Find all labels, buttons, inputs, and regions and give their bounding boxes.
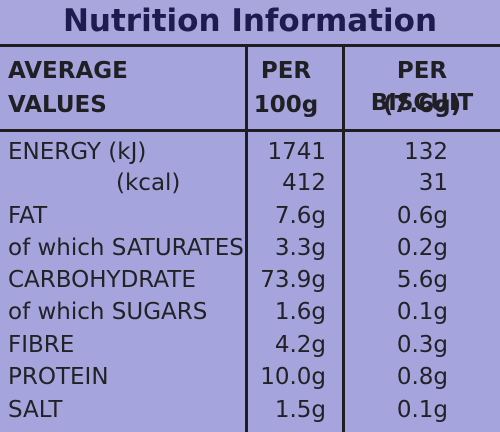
nutrient-label: (kcal) <box>116 170 181 196</box>
table-row: CARBOHYDRATE 73.9g 5.6g <box>0 265 500 296</box>
nutrition-table: AVERAGE VALUES PER 100g PER BISCUIT (7.6… <box>0 47 500 432</box>
per-biscuit-value: 0.1g <box>396 299 448 325</box>
per-biscuit-value: 0.3g <box>396 332 448 358</box>
table-row: ENERGY (kJ) 1741 132 <box>0 137 500 168</box>
per-biscuit-value: 0.8g <box>396 364 448 390</box>
nutrient-label: of which SATURATES <box>8 235 244 261</box>
table-row: (kcal) 412 31 <box>0 168 500 199</box>
table-row: SALT 1.5g 0.1g <box>0 395 500 426</box>
per-100g-value: 412 <box>282 170 326 196</box>
nutrient-label: FIBRE <box>8 332 75 358</box>
table-row: of which SATURATES 3.3g 0.2g <box>0 233 500 264</box>
per-biscuit-value: 132 <box>404 139 448 165</box>
per-biscuit-value: 5.6g <box>396 267 448 293</box>
per-100g-value: 1741 <box>267 139 326 165</box>
per-100g-value: 1.5g <box>274 397 326 423</box>
header-average: AVERAGE <box>8 58 128 84</box>
header-100g: 100g <box>253 92 319 118</box>
table-row: FIBRE 4.2g 0.3g <box>0 330 500 361</box>
per-100g-value: 4.2g <box>274 332 326 358</box>
table-row: PROTEIN 10.0g 0.8g <box>0 362 500 393</box>
column-divider-1 <box>245 47 248 432</box>
nutrient-label: SALT <box>8 397 63 423</box>
per-100g-value: 73.9g <box>260 267 326 293</box>
nutrient-label: CARBOHYDRATE <box>8 267 196 293</box>
header-divider <box>0 129 500 132</box>
per-biscuit-value: 0.1g <box>396 397 448 423</box>
per-biscuit-value: 0.6g <box>396 203 448 229</box>
header-per: PER <box>260 58 312 84</box>
header-biscuit-weight: (7.6g) <box>382 92 462 118</box>
column-divider-2 <box>342 47 345 432</box>
per-biscuit-value: 31 <box>418 170 448 196</box>
nutrient-label: of which SUGARS <box>8 299 208 325</box>
per-biscuit-value: 0.2g <box>396 235 448 261</box>
nutrient-label: ENERGY (kJ) <box>8 139 147 165</box>
nutrient-label: FAT <box>8 203 48 229</box>
table-row: of which SUGARS 1.6g 0.1g <box>0 297 500 328</box>
header-values: VALUES <box>8 92 107 118</box>
per-100g-value: 10.0g <box>260 364 326 390</box>
nutrient-label: PROTEIN <box>8 364 109 390</box>
header-per-biscuit: PER BISCUIT <box>370 58 474 116</box>
nutrition-title: Nutrition Information <box>0 0 500 47</box>
table-row: FAT 7.6g 0.6g <box>0 201 500 232</box>
per-100g-value: 3.3g <box>274 235 326 261</box>
per-100g-value: 1.6g <box>274 299 326 325</box>
per-100g-value: 7.6g <box>274 203 326 229</box>
